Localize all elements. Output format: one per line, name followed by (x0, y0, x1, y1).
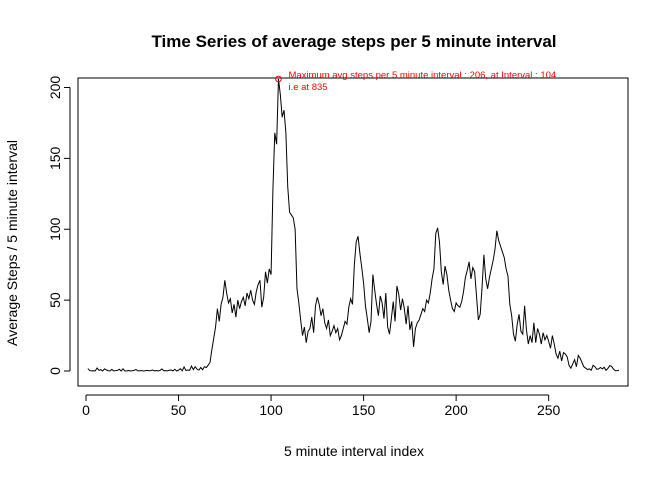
x-axis-label: 5 minute interval index (284, 443, 424, 459)
plot-frame (77, 77, 629, 387)
chart-title: Time Series of average steps per 5 minut… (151, 32, 556, 51)
y-axis: 0 50 100 150 200 (47, 76, 71, 375)
y-tick-label: 100 (47, 217, 63, 241)
y-axis-label: Average Steps / 5 minute interval (4, 140, 20, 346)
max-annotation-line-2: i.e at 835 (288, 82, 327, 93)
y-tick-label: 0 (47, 367, 63, 375)
max-annotation-line-1: Maximum avg steps per 5 minute interval … (288, 70, 556, 81)
series-line (87, 78, 620, 372)
max-point-marker (275, 75, 282, 83)
y-tick-label: 200 (47, 76, 63, 100)
x-tick-label: 100 (259, 402, 283, 418)
x-tick-label: 200 (444, 402, 468, 418)
x-tick-label: 50 (171, 402, 187, 418)
x-tick-label: 250 (537, 402, 561, 418)
x-tick-label: 0 (82, 402, 90, 418)
x-tick-label: 150 (352, 402, 376, 418)
y-tick-label: 50 (47, 292, 63, 308)
x-axis: 0 50 100 150 200 250 (82, 394, 561, 418)
y-tick-label: 150 (47, 146, 63, 170)
